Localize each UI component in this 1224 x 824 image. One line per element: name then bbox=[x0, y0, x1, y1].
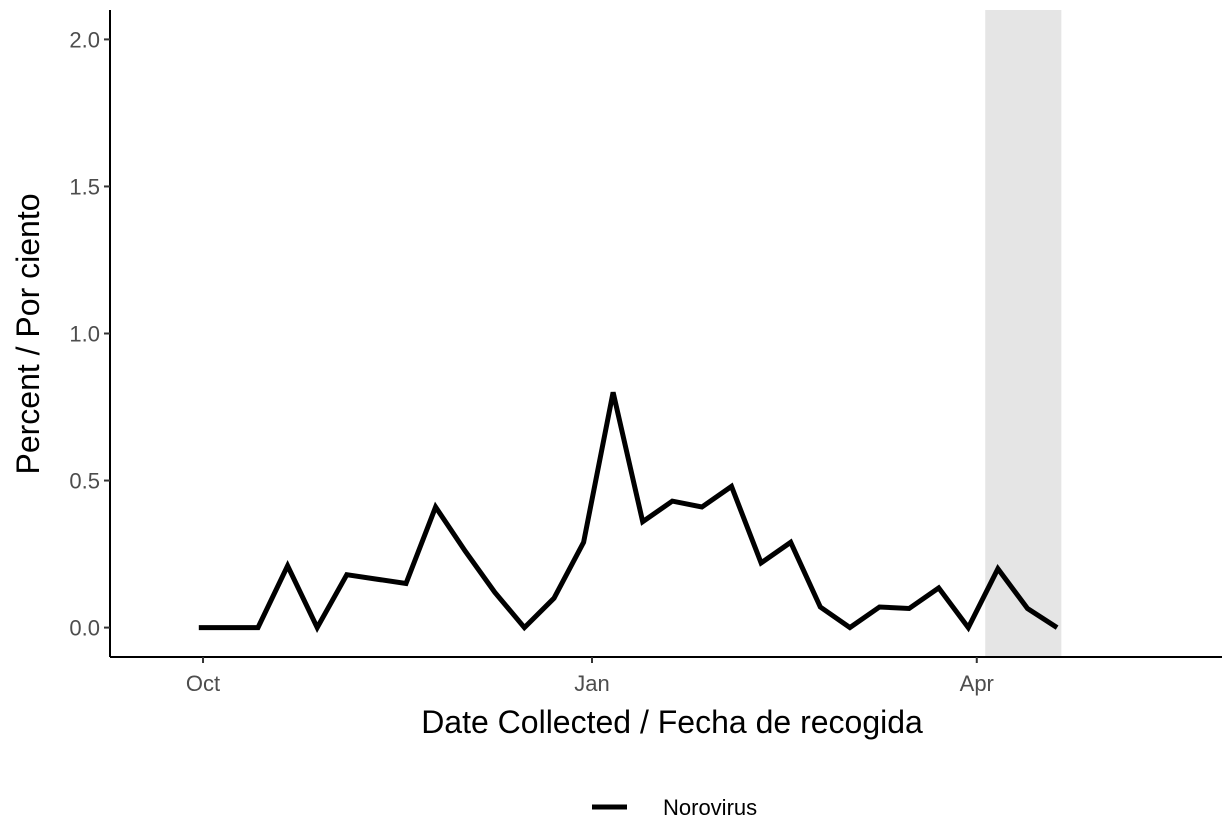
x-tick-label: Apr bbox=[960, 671, 994, 696]
y-tick-label: 1.5 bbox=[69, 174, 100, 199]
series-line-norovirus bbox=[198, 391, 1059, 634]
x-tick-label: Jan bbox=[574, 671, 609, 696]
x-axis-ticks: Oct Jan Apr bbox=[186, 657, 994, 696]
series-layer bbox=[198, 391, 1059, 634]
y-axis-ticks: 0.0 0.5 1.0 1.5 2.0 bbox=[69, 27, 110, 641]
x-axis-title: Date Collected / Fecha de recogida bbox=[421, 704, 923, 740]
shaded-period bbox=[985, 10, 1062, 657]
y-tick-label: 0.0 bbox=[69, 616, 100, 641]
y-axis-title: Percent / Por ciento bbox=[10, 193, 46, 474]
y-tick-label: 0.5 bbox=[69, 469, 100, 494]
legend: Norovirus bbox=[592, 795, 757, 820]
x-tick-label: Oct bbox=[186, 671, 220, 696]
y-tick-label: 1.0 bbox=[69, 322, 100, 347]
legend-label-norovirus: Norovirus bbox=[663, 795, 757, 820]
y-tick-label: 2.0 bbox=[69, 27, 100, 52]
